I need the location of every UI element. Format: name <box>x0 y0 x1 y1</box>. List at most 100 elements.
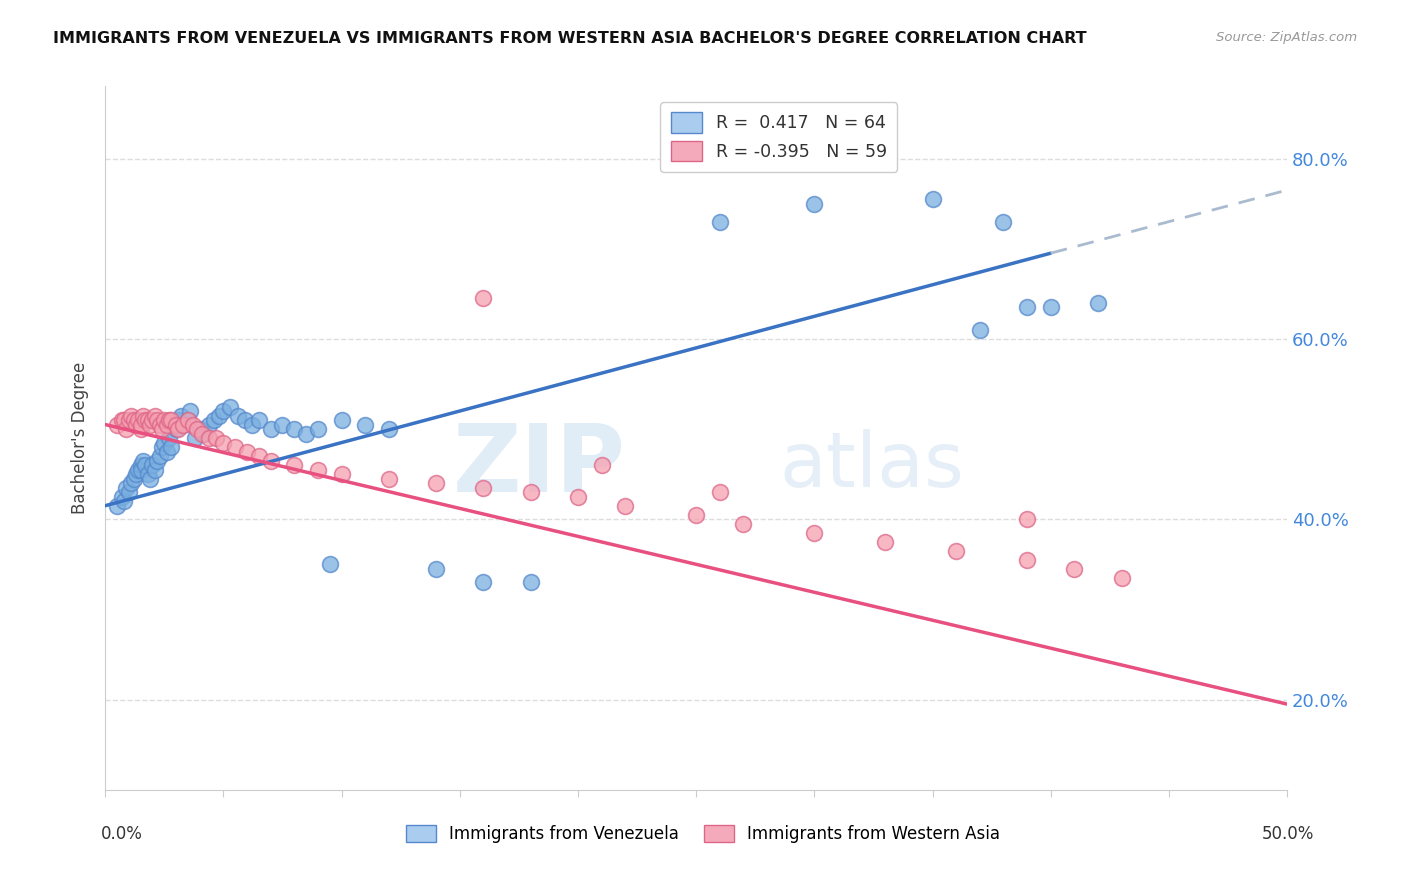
Point <box>125 417 148 432</box>
Point <box>172 417 194 432</box>
Point <box>378 472 401 486</box>
Point <box>188 422 211 436</box>
Point <box>115 422 138 436</box>
Point <box>803 525 825 540</box>
Point <box>191 426 214 441</box>
Point <box>247 413 270 427</box>
Point <box>184 431 207 445</box>
Point <box>167 422 190 436</box>
Point <box>198 431 221 445</box>
Point <box>146 413 169 427</box>
Point <box>969 323 991 337</box>
Point <box>118 485 141 500</box>
Point <box>212 404 235 418</box>
Point <box>156 417 179 432</box>
Point <box>472 291 495 305</box>
Text: 50.0%: 50.0% <box>1263 825 1315 843</box>
Point <box>146 453 169 467</box>
Point <box>283 422 305 436</box>
Point <box>307 462 329 476</box>
Point <box>157 431 180 445</box>
Point <box>803 196 825 211</box>
Y-axis label: Bachelor's Degree: Bachelor's Degree <box>72 362 89 514</box>
Point <box>177 413 200 427</box>
Point <box>233 413 256 427</box>
Point <box>260 422 283 436</box>
Point <box>212 435 235 450</box>
Legend: R =  0.417   N = 64, R = -0.395   N = 59: R = 0.417 N = 64, R = -0.395 N = 59 <box>661 102 897 171</box>
Point <box>111 413 134 427</box>
Point <box>330 467 353 482</box>
Point <box>157 413 180 427</box>
Point <box>271 417 294 432</box>
Point <box>330 413 353 427</box>
Point <box>136 413 159 427</box>
Point <box>143 462 166 476</box>
Point <box>319 558 342 572</box>
Point <box>1111 571 1133 585</box>
Point <box>172 417 194 432</box>
Point <box>177 413 200 427</box>
Point <box>425 476 447 491</box>
Point <box>472 575 495 590</box>
Point <box>129 422 152 436</box>
Point <box>112 494 135 508</box>
Point <box>354 417 377 432</box>
Point <box>1039 301 1062 315</box>
Point <box>240 417 263 432</box>
Point <box>136 467 159 482</box>
Point <box>165 417 187 432</box>
Point <box>141 458 163 472</box>
Point <box>709 214 731 228</box>
Point <box>208 409 231 423</box>
Point <box>160 440 183 454</box>
Text: atlas: atlas <box>779 429 963 503</box>
Point <box>143 409 166 423</box>
Point <box>148 449 170 463</box>
Text: 0.0%: 0.0% <box>101 825 143 843</box>
Point <box>226 409 249 423</box>
Point <box>156 444 179 458</box>
Point <box>519 575 541 590</box>
Point <box>378 422 401 436</box>
Point <box>129 462 152 476</box>
Point <box>132 453 155 467</box>
Point <box>425 562 447 576</box>
Point <box>120 476 142 491</box>
Point <box>122 472 145 486</box>
Point <box>1015 512 1038 526</box>
Point <box>519 485 541 500</box>
Point <box>219 400 242 414</box>
Point <box>685 508 707 522</box>
Point <box>205 431 228 445</box>
Point <box>307 422 329 436</box>
Point <box>193 426 215 441</box>
Point <box>295 426 318 441</box>
Point <box>1087 295 1109 310</box>
Point <box>202 413 225 427</box>
Point <box>591 458 613 472</box>
Point <box>105 417 128 432</box>
Point <box>129 458 152 472</box>
Point <box>153 413 176 427</box>
Point <box>112 413 135 427</box>
Point <box>283 458 305 472</box>
Point <box>921 192 943 206</box>
Point <box>120 409 142 423</box>
Point <box>733 516 755 531</box>
Text: IMMIGRANTS FROM VENEZUELA VS IMMIGRANTS FROM WESTERN ASIA BACHELOR'S DEGREE CORR: IMMIGRANTS FROM VENEZUELA VS IMMIGRANTS … <box>53 31 1087 46</box>
Point <box>167 413 190 427</box>
Point <box>115 481 138 495</box>
Legend: Immigrants from Venezuela, Immigrants from Western Asia: Immigrants from Venezuela, Immigrants fr… <box>399 818 1007 850</box>
Point <box>875 534 897 549</box>
Point <box>170 409 193 423</box>
Point <box>993 214 1015 228</box>
Point <box>1015 553 1038 567</box>
Point <box>198 417 221 432</box>
Point <box>139 417 162 432</box>
Point <box>125 467 148 482</box>
Point <box>179 404 201 418</box>
Point <box>141 413 163 427</box>
Point <box>132 409 155 423</box>
Point <box>127 462 149 476</box>
